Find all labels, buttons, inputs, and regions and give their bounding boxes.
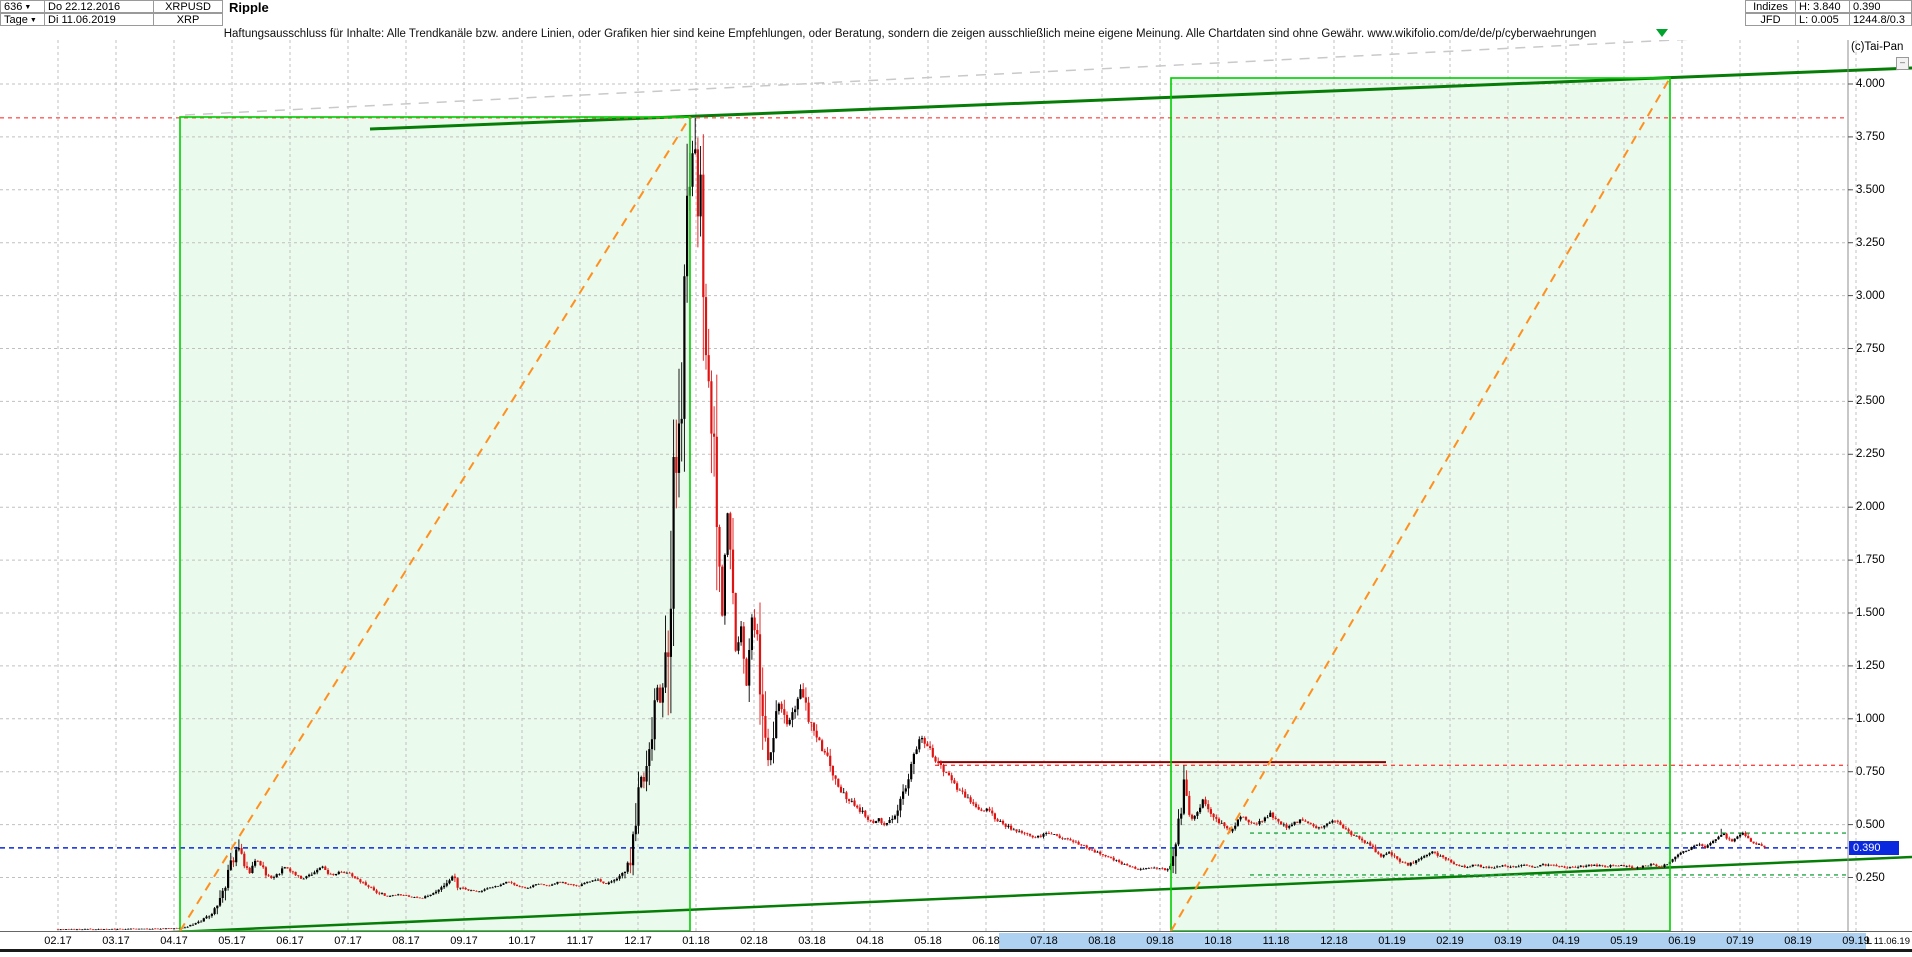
collapse-panel-icon[interactable]: –: [1896, 57, 1909, 70]
time-axis-label: 08.18: [1088, 935, 1116, 947]
time-axis-label: 02.19: [1436, 935, 1464, 947]
time-axis-label: 07.19: [1726, 935, 1754, 947]
price-axis-label: 2.250: [1856, 448, 1885, 461]
time-axis-label: 03.19: [1494, 935, 1522, 947]
date-marker-icon: [1656, 29, 1668, 37]
time-axis-label: 02.18: [740, 935, 768, 947]
price-axis-label: 0.250: [1856, 871, 1885, 884]
time-axis-label: 07.17: [334, 935, 362, 947]
price-axis-label: 1.500: [1856, 607, 1885, 619]
exchange-cell: JFD: [1745, 13, 1796, 26]
chevron-down-icon: ▼: [29, 17, 37, 24]
time-axis-label: 09.18: [1146, 935, 1174, 947]
time-axis-label: 08.19: [1784, 935, 1812, 947]
time-axis-label: 04.19: [1552, 935, 1580, 947]
last-price-cell: 0.390: [1849, 0, 1912, 13]
time-axis-label: 12.18: [1320, 935, 1348, 947]
price-axis-label: 1.000: [1856, 712, 1885, 725]
time-axis-label: 01.19: [1378, 935, 1406, 947]
time-axis-label: 11.18: [1262, 935, 1290, 947]
price-axis-label: 3.500: [1856, 183, 1885, 196]
disclaimer-text: Haftungsausschluss für Inhalte: Alle Tre…: [223, 28, 1597, 40]
exchange-group-cell: Indizes: [1745, 0, 1796, 13]
price-axis-label: 4.000: [1856, 78, 1885, 90]
current-price-badge: 0.390: [1849, 840, 1899, 855]
last-date-label: 11.06.19: [1873, 936, 1910, 947]
time-axis-label: 01.18: [682, 935, 710, 947]
date-to-field[interactable]: Di 11.06.2019: [44, 13, 154, 26]
bars-count-dropdown[interactable]: 636 ▼: [0, 0, 45, 13]
window-bottom-border: [0, 949, 1912, 952]
time-axis-label: 11.17: [566, 935, 594, 947]
price-axis-label: 3.000: [1856, 289, 1885, 302]
time-axis-label: 05.19: [1610, 935, 1638, 947]
time-axis-label: 03.17: [102, 935, 130, 947]
day-high-cell: H: 3.840: [1795, 0, 1850, 13]
time-axis-label: 05.17: [218, 935, 246, 947]
copyright-label: (c)Tai-Pan: [1851, 41, 1904, 53]
time-axis-label: 05.18: [914, 935, 942, 947]
price-axis-label: 2.500: [1856, 395, 1885, 408]
time-axis-label: 06.18: [972, 935, 1000, 947]
time-axis: 02.17 03.17 04.17 05.17 06.17 07.17 08.17 09.17…: [0, 931, 1912, 953]
header-bar: 636 ▼ Tage ▼ Do 22.12.2016 Di 11.06.2019 X…: [0, 0, 1912, 27]
symbol-short-cell: XRP: [153, 13, 223, 26]
time-axis-label: 10.17: [508, 935, 536, 947]
date-from-field[interactable]: Do 22.12.2016: [44, 0, 154, 13]
time-axis-label: 06.17: [276, 935, 304, 947]
range-marker-label: L: [1866, 935, 1873, 947]
day-low-cell: L: 0.005: [1795, 13, 1850, 26]
price-axis-label: 2.000: [1856, 501, 1885, 514]
stat-cell: 1244.8/0.3: [1849, 13, 1912, 26]
timeframe-dropdown[interactable]: Tage ▼: [0, 13, 45, 26]
highlight-range-band: [999, 933, 1866, 950]
price-axis-label: 3.250: [1856, 236, 1885, 249]
time-axis-label: 10.18: [1204, 935, 1232, 947]
chevron-down-icon: ▼: [24, 4, 32, 11]
price-axis-label: 1.250: [1856, 659, 1885, 672]
time-axis-label: 08.17: [392, 935, 420, 947]
price-axis-label: 1.750: [1856, 554, 1885, 567]
time-axis-label: 02.17: [44, 935, 72, 947]
price-axis-label: 2.750: [1856, 342, 1885, 355]
price-axis-label: 0.750: [1856, 765, 1885, 778]
time-axis-label: 06.19: [1668, 935, 1696, 947]
timeframe-value: Tage: [4, 14, 28, 26]
instrument-title: Ripple: [226, 1, 726, 14]
bars-count-value: 636: [4, 1, 23, 13]
time-axis-label: 12.17: [624, 935, 652, 947]
time-axis-label: 09.17: [450, 935, 478, 947]
symbol-cell: XRPUSD: [153, 0, 223, 13]
time-axis-label: 03.18: [798, 935, 826, 947]
price-axis-label: 3.750: [1856, 130, 1885, 143]
time-axis-label: 07.18: [1030, 935, 1058, 947]
time-axis-label: 04.17: [160, 935, 188, 947]
time-axis-label: 04.18: [856, 935, 884, 947]
time-axis-label: 09.19: [1842, 935, 1870, 947]
price-axis-label: 0.500: [1856, 818, 1885, 831]
